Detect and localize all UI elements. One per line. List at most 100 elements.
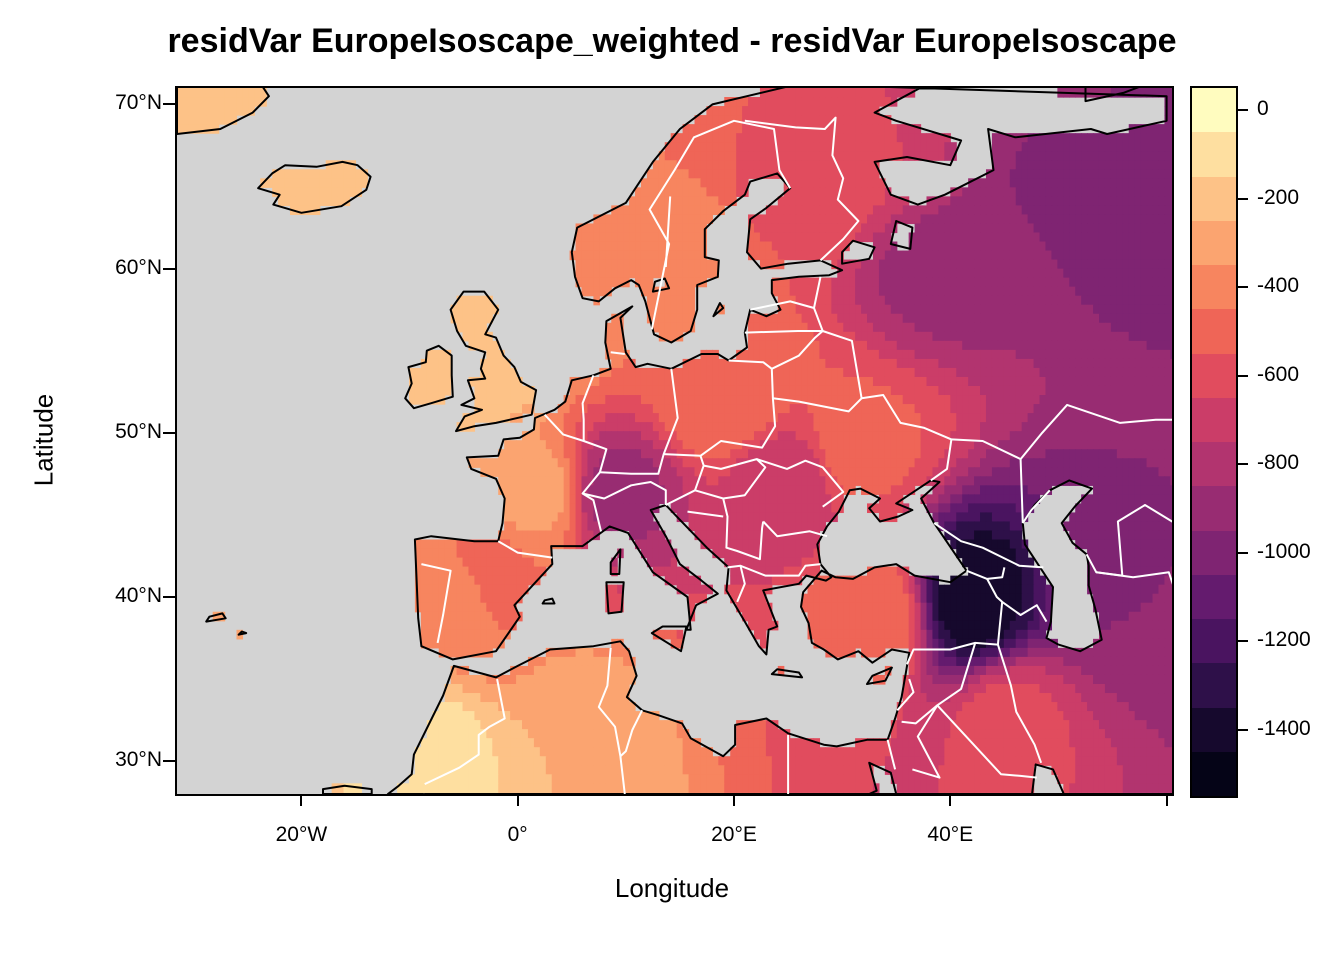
heat-cell	[587, 385, 594, 396]
heat-cell	[867, 440, 874, 450]
heat-cell	[575, 241, 583, 252]
heat-cell	[1152, 286, 1160, 297]
heat-cell	[861, 313, 868, 324]
heat-cell	[956, 539, 963, 550]
heat-cell	[1140, 322, 1148, 333]
heat-cell	[1075, 413, 1082, 423]
heat-cell	[825, 214, 832, 225]
heat-cell	[968, 449, 975, 459]
heat-cell	[1063, 340, 1070, 351]
heat-cell	[742, 385, 749, 396]
heat-cell	[1069, 196, 1076, 206]
heat-cell	[765, 115, 773, 125]
heat-cell	[504, 367, 511, 378]
heat-cell	[1122, 476, 1130, 486]
heat-cell	[646, 376, 654, 387]
heat-cell	[640, 494, 648, 504]
heat-cell	[742, 404, 749, 414]
heat-cell	[831, 232, 838, 243]
heat-cell	[1128, 331, 1136, 342]
heat-cell	[1164, 340, 1171, 351]
heat-cell	[640, 277, 648, 288]
heat-cell	[480, 584, 487, 595]
heat-cell	[551, 458, 559, 468]
heat-cell	[1146, 142, 1154, 152]
heat-cell	[664, 376, 672, 387]
heat-cell	[1128, 214, 1136, 225]
heat-cell	[819, 277, 826, 288]
heat-cell	[1015, 232, 1023, 243]
heat-cell	[599, 376, 606, 387]
heat-cell	[1033, 376, 1041, 387]
heat-cell	[896, 205, 904, 216]
heat-cell	[765, 106, 773, 116]
heat-cell	[884, 485, 892, 495]
heat-cell	[944, 349, 951, 360]
heat-cell	[676, 277, 684, 288]
heat-cell	[789, 322, 797, 333]
heat-cell	[765, 313, 773, 324]
heat-cell	[789, 295, 797, 306]
heat-cell	[1116, 331, 1124, 342]
heat-cell	[849, 286, 856, 297]
heat-cell	[1158, 286, 1166, 297]
heat-cell	[1033, 404, 1041, 414]
heat-cell	[783, 440, 791, 450]
heat-cell	[801, 241, 809, 252]
heat-cell	[1122, 295, 1130, 306]
heat-cell	[658, 539, 666, 550]
heat-cell	[974, 458, 981, 468]
heat-cell	[1164, 413, 1171, 423]
heat-cell	[896, 431, 904, 441]
heat-cell	[1170, 431, 1172, 441]
heat-cell	[1093, 178, 1100, 188]
heat-cell	[498, 557, 505, 568]
heat-cell	[605, 250, 612, 261]
heat-cell	[623, 449, 630, 459]
heat-cell	[1015, 476, 1023, 486]
heat-cell	[670, 557, 678, 568]
heat-cell	[438, 539, 446, 550]
heat-cell	[807, 322, 815, 333]
heat-cell	[462, 557, 470, 568]
heat-cell	[1116, 476, 1124, 486]
heat-cell	[510, 404, 517, 414]
heat-cell	[938, 322, 945, 333]
heat-cell	[1081, 539, 1088, 550]
heat-cell	[444, 566, 452, 577]
heat-cell	[635, 250, 642, 261]
heat-cell	[1093, 304, 1100, 315]
heat-cell	[1003, 467, 1011, 477]
heat-cell	[730, 97, 737, 107]
heat-cell	[706, 440, 713, 450]
heat-cell	[1110, 503, 1118, 514]
heat-cell	[980, 259, 987, 270]
heat-cell	[1009, 151, 1017, 161]
heat-cell	[1021, 458, 1029, 468]
heat-cell	[777, 521, 785, 532]
heat-cell	[908, 458, 916, 468]
heat-cell	[920, 575, 928, 586]
heat-cell	[688, 133, 696, 143]
heat-cell	[795, 88, 803, 98]
heat-cell	[272, 178, 279, 188]
heat-cell	[777, 503, 785, 514]
heat-cell	[575, 530, 583, 541]
heat-cell	[991, 259, 999, 270]
heat-cell	[1021, 313, 1029, 324]
heat-cell	[771, 440, 779, 450]
heat-cell	[1063, 467, 1070, 477]
heat-cell	[991, 232, 999, 243]
heat-cell	[753, 385, 761, 396]
heat-cell	[843, 584, 850, 595]
heat-cell	[1146, 223, 1154, 234]
heat-cell	[1093, 575, 1100, 586]
heat-cell	[1158, 530, 1166, 541]
heat-cell	[819, 250, 826, 261]
heat-cell	[527, 431, 535, 441]
heat-cell	[759, 142, 767, 152]
heat-cell	[736, 494, 743, 504]
heat-cell	[480, 404, 487, 414]
heat-cell	[1057, 413, 1064, 423]
heat-cell	[1081, 277, 1088, 288]
